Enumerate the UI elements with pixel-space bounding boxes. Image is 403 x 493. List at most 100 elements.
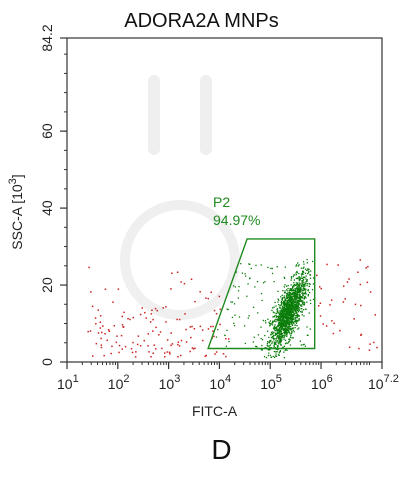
event-point-inside xyxy=(280,296,282,298)
event-point-outside xyxy=(121,315,123,318)
y-tick-label: 84.2 xyxy=(39,24,55,51)
event-point-inside xyxy=(281,315,283,318)
event-point-inside xyxy=(277,332,280,334)
event-point-inside xyxy=(276,329,278,331)
event-point-outside xyxy=(376,346,378,349)
event-point-inside xyxy=(307,289,310,291)
event-point-inside xyxy=(287,341,290,343)
event-point-inside xyxy=(289,344,292,346)
event-point-inside xyxy=(300,305,302,307)
event-point-inside xyxy=(294,301,296,303)
event-point-inside xyxy=(283,325,285,327)
event-point-inside xyxy=(280,339,282,341)
event-point-inside xyxy=(292,286,294,288)
event-point-inside xyxy=(279,351,281,353)
x-tick-label: 102 xyxy=(108,373,130,392)
event-point-inside xyxy=(281,309,283,312)
event-point-outside xyxy=(170,288,172,290)
event-point-inside xyxy=(298,319,300,321)
event-point-inside xyxy=(278,320,280,322)
event-point-inside xyxy=(276,308,278,311)
event-point-outside xyxy=(177,343,179,346)
event-point-outside xyxy=(178,318,181,321)
event-point-inside xyxy=(294,308,296,310)
event-point-inside xyxy=(303,298,305,300)
event-point-inside xyxy=(298,308,300,310)
event-point-inside xyxy=(287,303,289,305)
event-point-inside xyxy=(296,285,298,288)
event-point-outside xyxy=(151,309,153,311)
event-point-inside xyxy=(295,307,297,309)
event-point-inside xyxy=(293,294,295,296)
event-point-inside xyxy=(275,305,277,307)
event-point-outside xyxy=(190,278,193,280)
event-point-inside xyxy=(279,339,281,341)
event-point-inside xyxy=(276,308,279,310)
event-point-inside xyxy=(280,309,282,311)
event-point-inside xyxy=(290,325,292,328)
event-point-inside xyxy=(293,314,295,316)
event-point-inside xyxy=(306,301,308,303)
event-point-inside xyxy=(283,345,286,347)
event-point-inside xyxy=(276,346,279,349)
event-point-inside xyxy=(278,354,280,356)
event-point-inside xyxy=(295,282,297,284)
event-point-inside xyxy=(298,303,300,306)
event-point-outside xyxy=(344,298,346,300)
event-point-inside xyxy=(293,291,295,293)
event-point-outside xyxy=(135,351,137,353)
event-point-inside xyxy=(288,324,290,326)
event-point-inside xyxy=(303,297,305,299)
event-point-inside xyxy=(296,319,298,322)
event-point-outside xyxy=(346,281,349,283)
event-point-inside xyxy=(312,260,314,263)
event-point-inside xyxy=(307,272,310,274)
event-point-inside xyxy=(265,347,267,349)
event-point-outside xyxy=(150,356,152,358)
event-point-inside xyxy=(297,265,299,267)
event-point-inside xyxy=(291,316,294,318)
event-point-inside xyxy=(294,290,296,292)
event-point-inside xyxy=(280,311,283,313)
event-point-inside xyxy=(296,315,299,317)
event-point-inside xyxy=(296,289,299,291)
event-point-inside xyxy=(278,323,280,325)
event-point-inside xyxy=(289,336,292,338)
event-point-inside xyxy=(280,304,283,306)
event-point-inside xyxy=(281,336,283,338)
event-point-outside xyxy=(132,341,134,344)
event-point-outside xyxy=(214,353,216,355)
event-point-inside xyxy=(270,336,273,339)
event-point-inside xyxy=(267,341,269,343)
event-point-inside xyxy=(285,309,287,312)
event-point-outside xyxy=(189,350,191,353)
event-point-inside xyxy=(277,315,280,317)
event-point-outside xyxy=(343,285,345,287)
event-point-inside xyxy=(282,318,284,321)
event-point-inside xyxy=(295,300,297,303)
event-point-outside xyxy=(353,318,355,320)
event-point-inside xyxy=(300,286,302,288)
event-point-inside xyxy=(270,347,272,349)
event-point-inside xyxy=(295,322,298,324)
event-point-inside xyxy=(299,300,301,303)
event-point-inside xyxy=(297,288,300,290)
event-point-inside xyxy=(276,318,278,321)
event-point-inside xyxy=(287,310,289,312)
event-point-inside xyxy=(284,343,287,345)
event-point-inside xyxy=(294,315,297,317)
event-point-inside xyxy=(275,318,277,320)
event-point-inside xyxy=(289,315,291,317)
event-point-outside xyxy=(143,339,145,342)
event-point-inside xyxy=(302,280,304,282)
event-point-inside xyxy=(261,344,263,347)
event-point-inside xyxy=(288,320,290,322)
event-point-inside xyxy=(231,316,234,319)
event-point-inside xyxy=(266,344,268,346)
event-point-outside xyxy=(205,297,207,299)
event-point-inside xyxy=(278,331,280,333)
event-point-outside xyxy=(161,347,163,350)
event-point-outside xyxy=(145,317,147,319)
event-point-inside xyxy=(286,306,288,309)
event-point-inside xyxy=(302,303,304,305)
